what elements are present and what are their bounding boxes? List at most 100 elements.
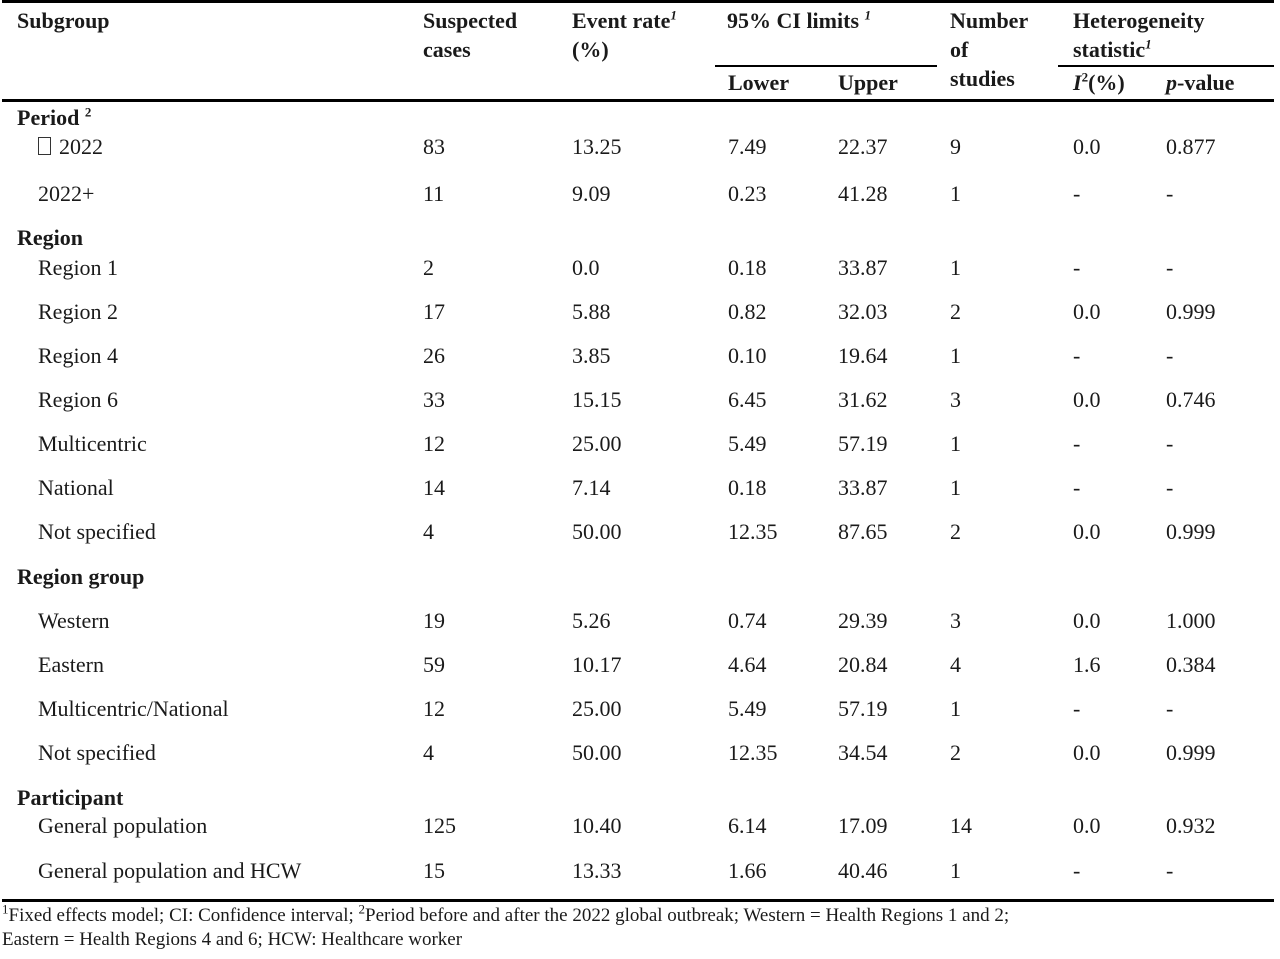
header-suspected-line2: cases <box>423 37 471 62</box>
cell-cases: 125 <box>423 813 456 838</box>
cell-ci-lower: 12.35 <box>728 740 778 765</box>
footnote-line1: 1Fixed effects model; CI: Confidence int… <box>2 901 1010 926</box>
header-rule <box>2 99 1274 102</box>
cell-cases: 17 <box>423 299 445 324</box>
cell-studies: 2 <box>950 299 961 324</box>
cell-ci-lower: 6.14 <box>728 813 767 838</box>
cell-ci-upper: 87.65 <box>838 519 888 544</box>
cell-i2: - <box>1073 858 1081 883</box>
cell-p-value: 0.999 <box>1166 740 1216 765</box>
header-number-line1: Number <box>950 8 1029 33</box>
cell-ci-lower: 4.64 <box>728 652 767 677</box>
cell-ci-upper: 22.37 <box>838 134 888 159</box>
section-title: Participant <box>17 785 124 810</box>
cell-studies: 14 <box>950 813 972 838</box>
row-label: 2022 <box>38 133 103 161</box>
cell-ci-lower: 0.82 <box>728 299 767 324</box>
header-heterogeneity-line1: Heterogeneity <box>1073 8 1205 33</box>
section-title: Region <box>17 225 83 250</box>
row-label: Western <box>38 608 110 633</box>
cell-studies: 2 <box>950 740 961 765</box>
cell-ci-upper: 34.54 <box>838 740 888 765</box>
cell-p-value: 0.932 <box>1166 813 1216 838</box>
header-i2: I2(%) <box>1073 69 1125 95</box>
cell-p-value: - <box>1166 696 1174 721</box>
cell-cases: 83 <box>423 134 445 159</box>
cell-p-value: 0.746 <box>1166 387 1216 412</box>
cell-event-rate: 10.40 <box>572 813 622 838</box>
row-label: General population and HCW <box>38 858 302 883</box>
cell-event-rate: 15.15 <box>572 387 622 412</box>
cell-event-rate: 7.14 <box>572 475 611 500</box>
cell-i2: 0.0 <box>1073 813 1101 838</box>
cell-event-rate: 50.00 <box>572 740 622 765</box>
cell-i2: 0.0 <box>1073 608 1101 633</box>
cell-cases: 12 <box>423 431 445 456</box>
header-ci-limits: 95% CI limits 1 <box>727 7 871 33</box>
cell-cases: 19 <box>423 608 445 633</box>
cell-event-rate: 0.0 <box>572 255 600 280</box>
cell-cases: 4 <box>423 740 434 765</box>
row-label: General population <box>38 813 208 838</box>
cell-cases: 2 <box>423 255 434 280</box>
cell-p-value: 0.384 <box>1166 652 1216 677</box>
cell-ci-upper: 32.03 <box>838 299 888 324</box>
cell-studies: 1 <box>950 255 961 280</box>
cell-i2: - <box>1073 696 1081 721</box>
cell-cases: 4 <box>423 519 434 544</box>
cell-ci-upper: 41.28 <box>838 181 888 206</box>
row-label: Region 4 <box>38 343 119 368</box>
row-label: Region 6 <box>38 387 119 412</box>
cell-ci-lower: 12.35 <box>728 519 778 544</box>
cell-ci-upper: 29.39 <box>838 608 888 633</box>
cell-ci-upper: 31.62 <box>838 387 888 412</box>
cell-ci-upper: 40.46 <box>838 858 888 883</box>
cell-ci-lower: 0.18 <box>728 475 767 500</box>
cell-cases: 15 <box>423 858 445 883</box>
cell-event-rate: 13.33 <box>572 858 622 883</box>
row-label: Region 2 <box>38 299 119 324</box>
cell-ci-upper: 20.84 <box>838 652 888 677</box>
cell-ci-lower: 6.45 <box>728 387 767 412</box>
section-title: Region group <box>17 564 145 589</box>
cell-p-value: - <box>1166 858 1174 883</box>
cell-event-rate: 25.00 <box>572 696 622 721</box>
cell-studies: 1 <box>950 181 961 206</box>
cell-i2: 0.0 <box>1073 134 1101 159</box>
row-label: Eastern <box>38 652 104 677</box>
cell-i2: 1.6 <box>1073 652 1101 677</box>
row-label: Not specified <box>38 740 156 765</box>
header-subgroup: Subgroup <box>17 8 110 33</box>
cell-studies: 3 <box>950 387 961 412</box>
cell-i2: - <box>1073 431 1081 456</box>
cell-ci-upper: 33.87 <box>838 475 888 500</box>
cell-i2: - <box>1073 255 1081 280</box>
header-lower: Lower <box>728 70 790 95</box>
cell-studies: 1 <box>950 431 961 456</box>
header-number-line3: studies <box>950 66 1015 91</box>
cell-studies: 3 <box>950 608 961 633</box>
bottom-rule <box>2 899 1274 902</box>
cell-studies: 1 <box>950 343 961 368</box>
cell-event-rate: 25.00 <box>572 431 622 456</box>
cell-p-value: - <box>1166 181 1174 206</box>
cell-event-rate: 5.88 <box>572 299 611 324</box>
cell-ci-lower: 0.23 <box>728 181 767 206</box>
cell-p-value: 0.999 <box>1166 299 1216 324</box>
cell-studies: 1 <box>950 858 961 883</box>
cell-p-value: - <box>1166 343 1174 368</box>
cell-cases: 11 <box>423 181 445 206</box>
footnote: 1Fixed effects model; CI: Confidence int… <box>2 901 1274 952</box>
cell-i2: 0.0 <box>1073 740 1101 765</box>
header-event-rate: Event rate1 <box>572 7 677 33</box>
cell-ci-upper: 33.87 <box>838 255 888 280</box>
cell-ci-upper: 57.19 <box>838 431 888 456</box>
header-event-unit: (%) <box>572 37 609 62</box>
header-upper: Upper <box>838 70 898 95</box>
cell-ci-lower: 0.74 <box>728 608 767 633</box>
cell-cases: 14 <box>423 475 445 500</box>
cell-studies: 1 <box>950 475 961 500</box>
cell-event-rate: 50.00 <box>572 519 622 544</box>
cell-studies: 1 <box>950 696 961 721</box>
